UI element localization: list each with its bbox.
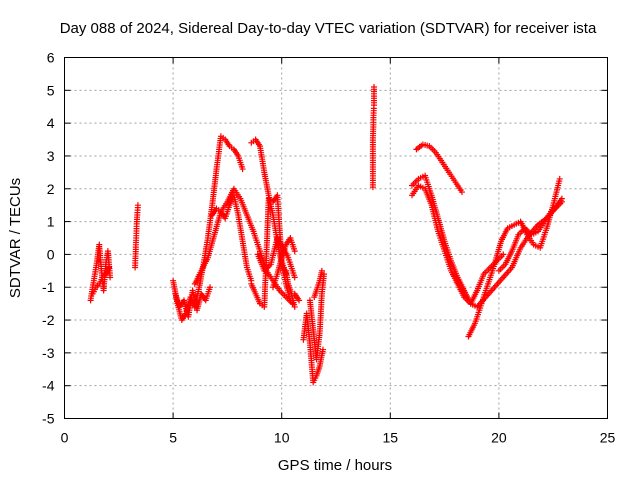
data-point [106,264,113,271]
data-point [558,195,565,202]
data-point [458,189,465,196]
data-point [318,267,325,274]
x-tick-label: 20 [491,430,507,446]
x-tick-label: 10 [274,430,290,446]
x-tick-label: 15 [383,430,399,446]
plot-frame [64,57,608,419]
y-tick-label: -2 [42,312,55,328]
axis-ticks: 0 5 10 15 20 25 -5 -4 -3 -2 -1 0 1 2 3 4 5 6 [42,50,615,446]
x-axis-label: GPS time / hours [278,457,392,474]
y-axis-label: SDTVAR / TECUs [7,178,24,298]
data-point [371,84,378,91]
data-point [107,274,114,281]
y-tick-label: -4 [42,378,55,394]
data-point [239,166,246,173]
y-tick-label: -3 [42,345,55,361]
grid [64,57,608,419]
y-tick-label: -5 [42,411,55,427]
data-point [319,346,326,353]
data-points [87,84,565,386]
y-tick-label: 6 [47,50,55,66]
chart-title: Day 088 of 2024, Sidereal Day-to-day VTE… [60,20,597,37]
data-point [207,284,214,291]
y-tick-label: 3 [47,148,55,164]
y-tick-label: 4 [47,115,55,131]
data-point [291,303,298,310]
x-tick-label: 5 [169,430,177,446]
data-point [296,297,303,304]
data-point [500,251,507,258]
y-tick-label: 0 [47,246,55,262]
data-point [556,175,563,182]
data-point [291,274,298,281]
data-point [134,202,141,209]
data-point [291,248,298,255]
y-tick-label: 1 [47,214,55,230]
y-tick-label: 5 [47,82,55,98]
x-tick-label: 25 [600,430,616,446]
y-tick-label: -1 [42,279,55,295]
y-tick-label: 2 [47,181,55,197]
data-point [321,271,328,278]
x-tick-label: 0 [61,430,69,446]
